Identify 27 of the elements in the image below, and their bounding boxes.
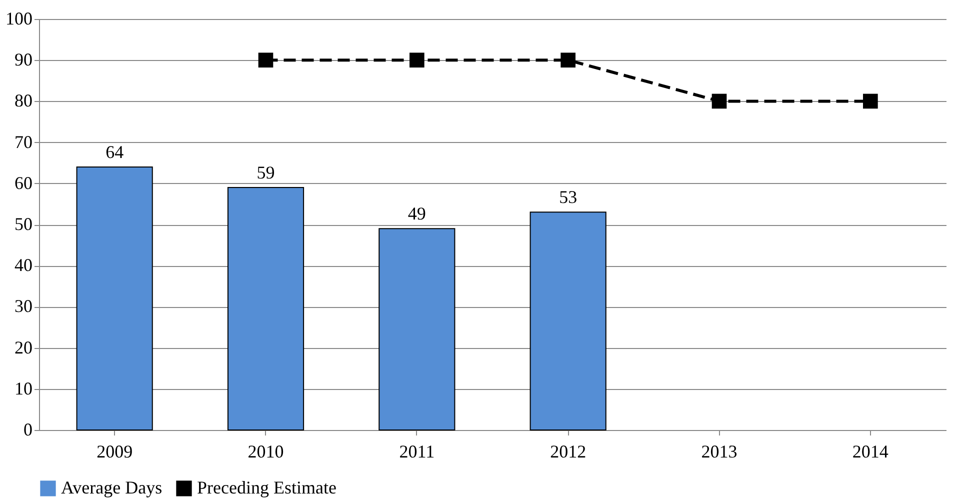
x-tick-label: 2010 [248,442,284,462]
y-tick-label: 20 [14,337,32,358]
bar [227,187,304,430]
x-tick-label: 2009 [96,442,133,462]
y-tick-label: 80 [14,90,32,111]
bar [378,228,456,430]
y-tick-label: 10 [14,378,32,398]
legend-label: Average Days [61,477,162,498]
x-tick-label: 2012 [550,442,586,462]
y-tick-label: 40 [14,255,32,276]
legend-label: Preceding Estimate [197,477,336,498]
x-tick-label: 2011 [399,442,435,462]
y-tick-label: 100 [6,8,32,28]
data-label: 64 [106,142,124,162]
y-tick-label: 70 [14,132,32,152]
y-tick-label: 0 [24,420,32,440]
x-tick-label: 2013 [701,442,738,462]
y-tick-label: 50 [14,214,32,234]
x-tick-label: 2014 [852,442,888,462]
y-tick-label: 60 [14,172,32,193]
data-label: 49 [408,204,426,224]
y-tick-label: 90 [14,50,32,70]
data-label: 53 [559,187,578,208]
data-label: 59 [256,162,275,183]
bar [530,212,606,430]
y-tick-label: 30 [14,296,32,316]
bar [76,166,153,430]
